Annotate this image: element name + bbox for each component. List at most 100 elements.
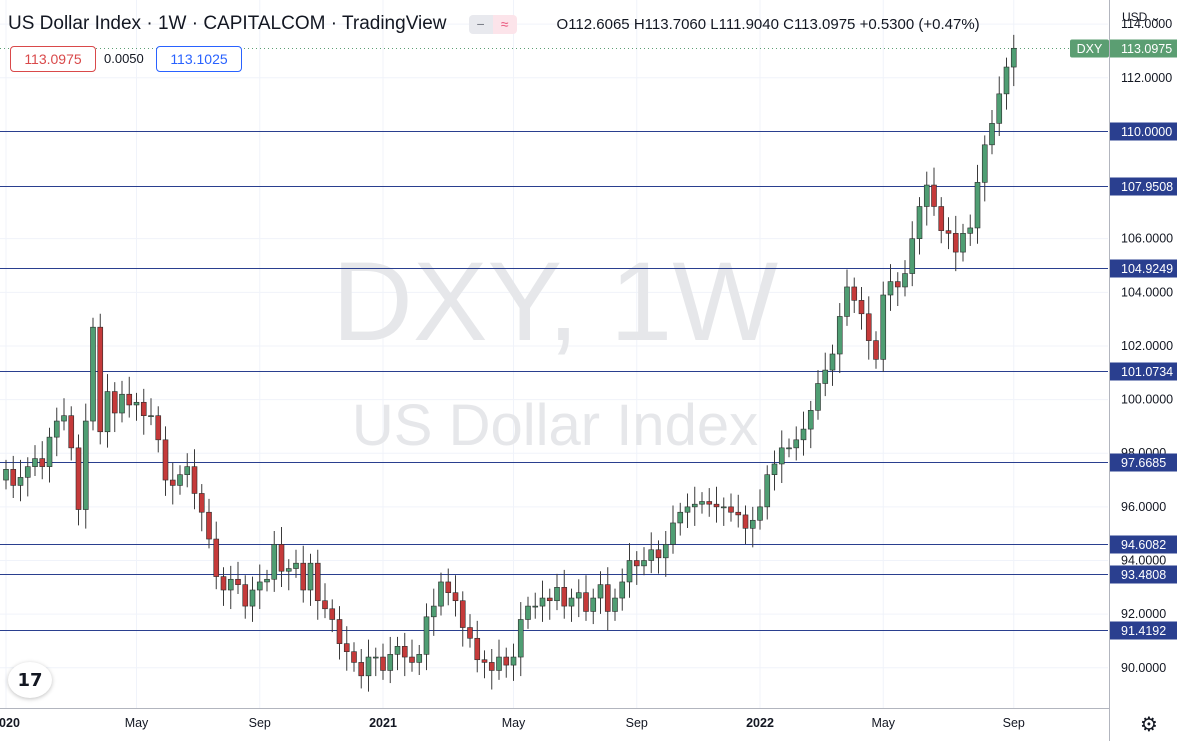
x-tick-label: 2021 (369, 716, 397, 730)
candle-up (902, 273, 908, 288)
minus-icon[interactable]: − (468, 14, 493, 34)
candle-up (53, 420, 60, 438)
price-axis[interactable]: 90.000092.000094.000096.000098.0000100.0… (1110, 17, 1177, 675)
candle-up (133, 401, 140, 406)
level-label-bg (1110, 259, 1177, 278)
candle-up (61, 415, 67, 422)
candle-up (793, 439, 800, 449)
y-tick-label: 100.0000 (1121, 393, 1173, 407)
candle-up (641, 560, 647, 567)
candle-up (264, 578, 270, 583)
level-label-bg (1110, 177, 1177, 196)
wave-icon[interactable]: ≈ (492, 14, 517, 34)
candle-up (554, 587, 560, 602)
candle-down (169, 479, 176, 486)
candle-down (488, 662, 495, 671)
candle-down (931, 184, 937, 207)
candle-down (329, 608, 336, 620)
ohlc-readout: O112.6065 H113.7060 L111.9040 C113.0975 … (556, 15, 980, 33)
y-tick-label: 102.0000 (1121, 339, 1173, 353)
candle-down (894, 281, 901, 288)
candle-up (619, 581, 626, 599)
grid-lines (0, 0, 1108, 708)
candle-up (648, 549, 655, 561)
candle-down (481, 659, 488, 663)
sell-price-button[interactable]: 113.0975 (10, 46, 96, 72)
candle-up (249, 589, 256, 607)
candle-down (604, 584, 611, 612)
candle-down (474, 637, 481, 661)
candle-down (401, 646, 408, 658)
candle-down (75, 447, 82, 510)
candle-down (583, 592, 589, 612)
candle-down (206, 511, 212, 540)
x-tick-label: May (125, 716, 149, 730)
candle-down (633, 560, 640, 567)
candle-down (343, 643, 350, 652)
candle-up (46, 436, 53, 467)
level-label-bg (1110, 362, 1177, 381)
gear-icon[interactable]: ⚙ (1140, 712, 1158, 736)
candle-up (626, 560, 633, 583)
candle-down (198, 493, 205, 513)
candle-down (351, 651, 357, 663)
level-label-bg (1110, 122, 1177, 141)
level-label: 91.4192 (1121, 624, 1166, 638)
candle-down (300, 562, 307, 591)
watermark: DXY, 1W US Dollar Index (332, 239, 778, 458)
candle-down (322, 600, 328, 610)
candle-down (278, 544, 285, 572)
candle-up (539, 597, 546, 607)
candle-up (757, 506, 763, 521)
candle-up (800, 428, 807, 441)
last-price-label: DXY 113.0975 (1070, 39, 1177, 58)
chart-style-toggles[interactable]: − ≈ (468, 14, 517, 34)
candle-up (815, 383, 821, 411)
candle-up (749, 519, 756, 529)
candle-up (996, 93, 1003, 124)
candle-up (510, 656, 517, 666)
candle-up (597, 584, 604, 599)
candle-up (293, 562, 299, 569)
candle-down (97, 326, 104, 433)
candle-down (561, 587, 568, 607)
candle-up (32, 458, 38, 467)
candle-up (285, 568, 292, 572)
candle-down (503, 656, 510, 666)
level-label: 107.9508 (1121, 180, 1173, 194)
candle-up (24, 466, 31, 478)
candle-down (191, 466, 198, 494)
tradingview-logo-icon[interactable]: 17 (8, 662, 52, 698)
candle-up (844, 286, 850, 317)
watermark-name: US Dollar Index (352, 393, 758, 458)
chart-header: US Dollar Index · 1W · CAPITALCOM · Trad… (8, 12, 980, 36)
candle-up (662, 544, 669, 559)
candle-up (699, 501, 705, 505)
chart-title: US Dollar Index · 1W · CAPITALCOM · Trad… (8, 13, 447, 34)
candle-up (916, 206, 923, 239)
level-label-bg (1110, 535, 1177, 554)
candle-up (416, 654, 423, 663)
x-tick-label: Sep (1003, 716, 1025, 730)
candle-up (778, 447, 785, 465)
candle-down (546, 597, 553, 602)
candle-down (39, 458, 46, 467)
horizontal-levels (0, 131, 1108, 631)
candle-down (459, 600, 466, 628)
last-price-symbol: DXY (1077, 42, 1103, 56)
level-label: 104.9249 (1121, 262, 1173, 276)
candle-down (706, 501, 713, 505)
buy-price-button[interactable]: 113.1025 (156, 46, 242, 72)
level-label-bg (1110, 621, 1177, 640)
candle-up (822, 369, 829, 384)
candle-up (909, 238, 916, 274)
candle-down (111, 391, 118, 414)
candle-up (177, 474, 183, 486)
candle-down (213, 538, 220, 577)
candle-up (684, 506, 691, 513)
candle-up (525, 605, 531, 620)
currency-selector[interactable]: USD ⌄ (1122, 10, 1161, 24)
